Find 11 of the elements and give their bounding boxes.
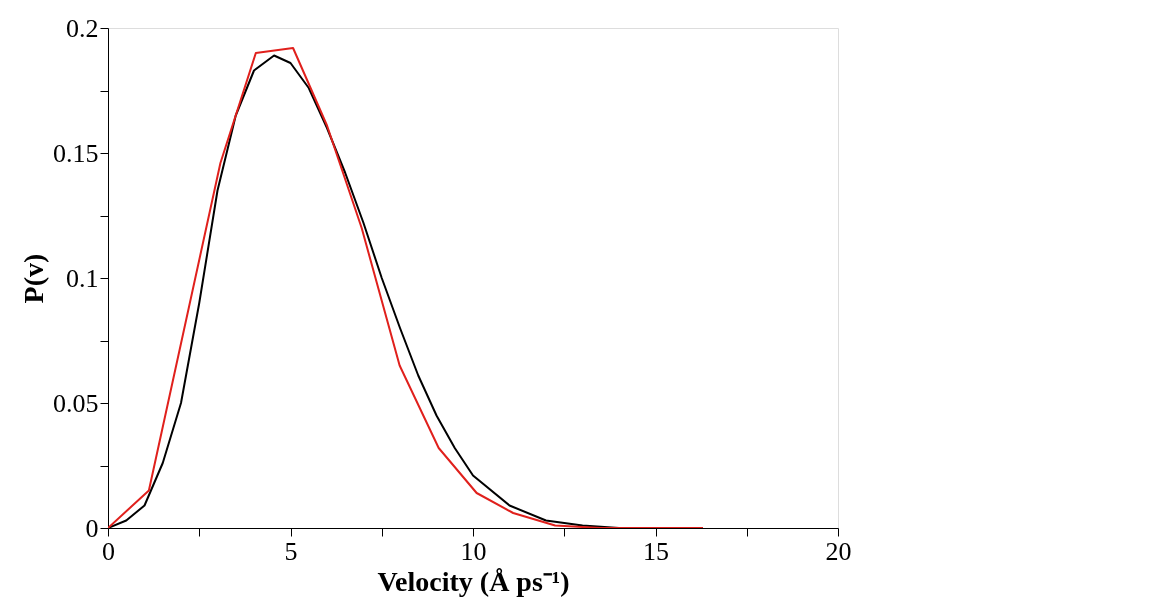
- x-tick-label: 5: [284, 536, 298, 566]
- y-axis-title: P(v): [18, 253, 49, 304]
- x-axis-title: Velocity (Å ps⁻¹): [377, 565, 570, 597]
- y-tick-label: 0.05: [53, 388, 99, 418]
- x-tick-label: 15: [643, 536, 669, 566]
- y-tick-label: 0.1: [66, 263, 99, 293]
- y-tick-label: 0.2: [66, 13, 99, 43]
- y-tick-label: 0.15: [53, 138, 99, 168]
- y-tick-label: 0: [85, 513, 99, 543]
- x-tick-label: 10: [460, 536, 487, 566]
- x-tick-label: 20: [825, 536, 852, 566]
